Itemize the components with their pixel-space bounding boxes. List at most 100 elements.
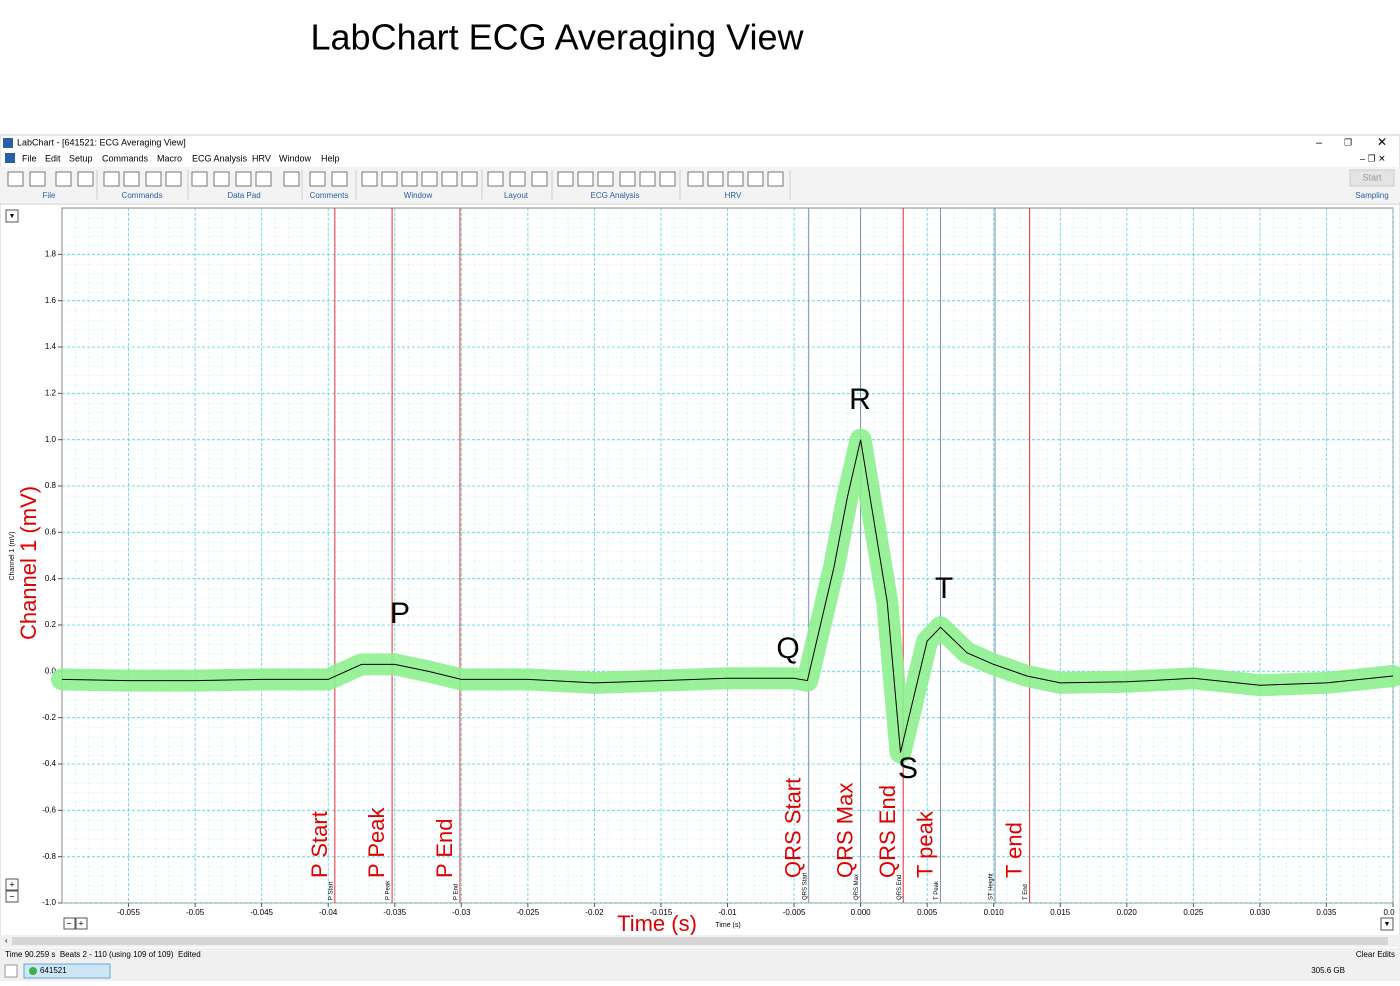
y-tick-label: 0.6 [45, 527, 57, 536]
toolbar-button[interactable] [29, 171, 46, 187]
scroll-left[interactable]: ‹ [5, 936, 8, 945]
channel-menu[interactable] [5, 209, 19, 223]
toolbar-button[interactable] [381, 171, 398, 187]
marker-annotation: QRS Max [833, 783, 858, 878]
scroll-thumb[interactable] [12, 937, 1388, 945]
status-bar [0, 948, 1400, 981]
toolbar-button[interactable] [727, 171, 744, 187]
toolbar-button[interactable] [191, 171, 208, 187]
doc-controls[interactable]: – ❐ ✕ [1360, 153, 1386, 163]
start-button[interactable] [1349, 169, 1395, 187]
x-tick-label: 0.0 [1383, 908, 1395, 917]
minimize[interactable]: – [1316, 137, 1323, 149]
menu-item[interactable]: File [22, 153, 37, 163]
toolbar-button[interactable] [687, 171, 704, 187]
toolbar-button[interactable] [531, 171, 548, 187]
zoom-out-x-icon[interactable]: − [66, 918, 71, 928]
doc-icon [5, 153, 15, 163]
zoom-out-y[interactable] [5, 890, 19, 903]
x-tick-label: -0.045 [250, 908, 273, 917]
toolbar-button[interactable] [123, 171, 140, 187]
toolbar-button[interactable] [597, 171, 614, 187]
x-tick-label: 0.010 [984, 908, 1005, 917]
x-tick-label: -0.02 [585, 908, 604, 917]
start-label[interactable]: Start [1362, 172, 1382, 182]
toolbar-group-label: Window [404, 191, 433, 200]
toolbar-button[interactable] [213, 171, 230, 187]
toolbar-button[interactable] [103, 171, 120, 187]
menu-item[interactable]: Setup [69, 153, 93, 163]
y-tick-label: 0.8 [45, 481, 57, 490]
file-tab[interactable] [23, 963, 111, 979]
menu-item[interactable]: Commands [102, 153, 149, 163]
zoom-out-x[interactable] [63, 917, 76, 930]
status-info: Time 90.259 s Beats 2 - 110 (using 109 o… [5, 950, 201, 959]
toolbar-button[interactable] [619, 171, 636, 187]
window-title: LabChart - [641521: ECG Averaging View] [17, 137, 186, 147]
x-axis-title: Time (s) [617, 911, 697, 936]
toolbar-button[interactable] [441, 171, 458, 187]
toolbar-button[interactable] [165, 171, 182, 187]
toolbar-button[interactable] [255, 171, 272, 187]
toolbar-button[interactable] [639, 171, 656, 187]
toolbar-button[interactable] [509, 171, 526, 187]
zoom-in-y[interactable] [5, 878, 19, 891]
file-status [29, 967, 37, 975]
average-trace [61, 439, 1394, 753]
clear-edits[interactable]: Clear Edits [1356, 950, 1395, 959]
marker-annotation: T peak [912, 810, 937, 878]
toolbar-button[interactable] [77, 171, 94, 187]
x-tick-label: 0.005 [917, 908, 938, 917]
toolbar-button[interactable] [145, 171, 162, 187]
x-tick-label: 0.020 [1117, 908, 1138, 917]
restore[interactable]: ❐ [1344, 137, 1352, 147]
menu-item[interactable]: Edit [45, 153, 61, 163]
toolbar-button[interactable] [659, 171, 676, 187]
time-menu-icon[interactable]: ▼ [1384, 921, 1391, 928]
x-tick-label: -0.05 [186, 908, 205, 917]
x-tick-label: -0.055 [117, 908, 140, 917]
x-tick-label: -0.01 [718, 908, 737, 917]
zoom-in-y-icon[interactable]: + [9, 879, 14, 889]
zoom-out-y-icon[interactable]: − [9, 891, 14, 901]
toolbar-button[interactable] [309, 171, 326, 187]
toolbar-button[interactable] [557, 171, 574, 187]
toolbar-group-label: File [43, 191, 56, 200]
y-axis-title-small: Channel 1 (mV) [9, 531, 16, 580]
disk-space: 305.6 GB [1311, 966, 1345, 975]
marker-annotation: QRS Start [781, 778, 806, 878]
x-tick-label: -0.03 [452, 908, 471, 917]
toolbar-group-label: Sampling [1355, 191, 1388, 200]
x-tick-label: -0.04 [319, 908, 338, 917]
time-menu[interactable] [1380, 917, 1394, 931]
toolbar-button[interactable] [421, 171, 438, 187]
file-name[interactable]: 641521 [40, 966, 67, 975]
zoom-in-x[interactable] [75, 917, 88, 930]
channel-menu-icon[interactable]: ▼ [9, 213, 16, 220]
menu-item[interactable]: Help [321, 153, 340, 163]
toolbar-button[interactable] [361, 171, 378, 187]
toolbar-button[interactable] [7, 171, 24, 187]
marker-annotation: P Start [307, 811, 332, 878]
x-tick-label: 0.025 [1183, 908, 1204, 917]
y-tick-label: 1.6 [45, 296, 57, 305]
toolbar-button[interactable] [461, 171, 478, 187]
menu-item[interactable]: Window [279, 153, 312, 163]
toolbar-button[interactable] [331, 171, 348, 187]
y-tick-label: -0.2 [42, 713, 56, 722]
toolbar-button[interactable] [747, 171, 764, 187]
toolbar-button[interactable] [577, 171, 594, 187]
toolbar-button[interactable] [235, 171, 252, 187]
toolbar-button[interactable] [767, 171, 784, 187]
toolbar-button[interactable] [487, 171, 504, 187]
zoom-in-x-icon[interactable]: + [78, 918, 83, 928]
toolbar-button[interactable] [401, 171, 418, 187]
close[interactable]: ✕ [1377, 135, 1387, 149]
toolbar-button[interactable] [283, 171, 300, 187]
menu-item[interactable]: Macro [157, 153, 182, 163]
toolbar-button[interactable] [55, 171, 72, 187]
menu-item[interactable]: ECG Analysis [192, 153, 248, 163]
menu-item[interactable]: HRV [252, 153, 271, 163]
toolbar-button[interactable] [707, 171, 724, 187]
y-tick-label: 1.8 [45, 249, 57, 258]
